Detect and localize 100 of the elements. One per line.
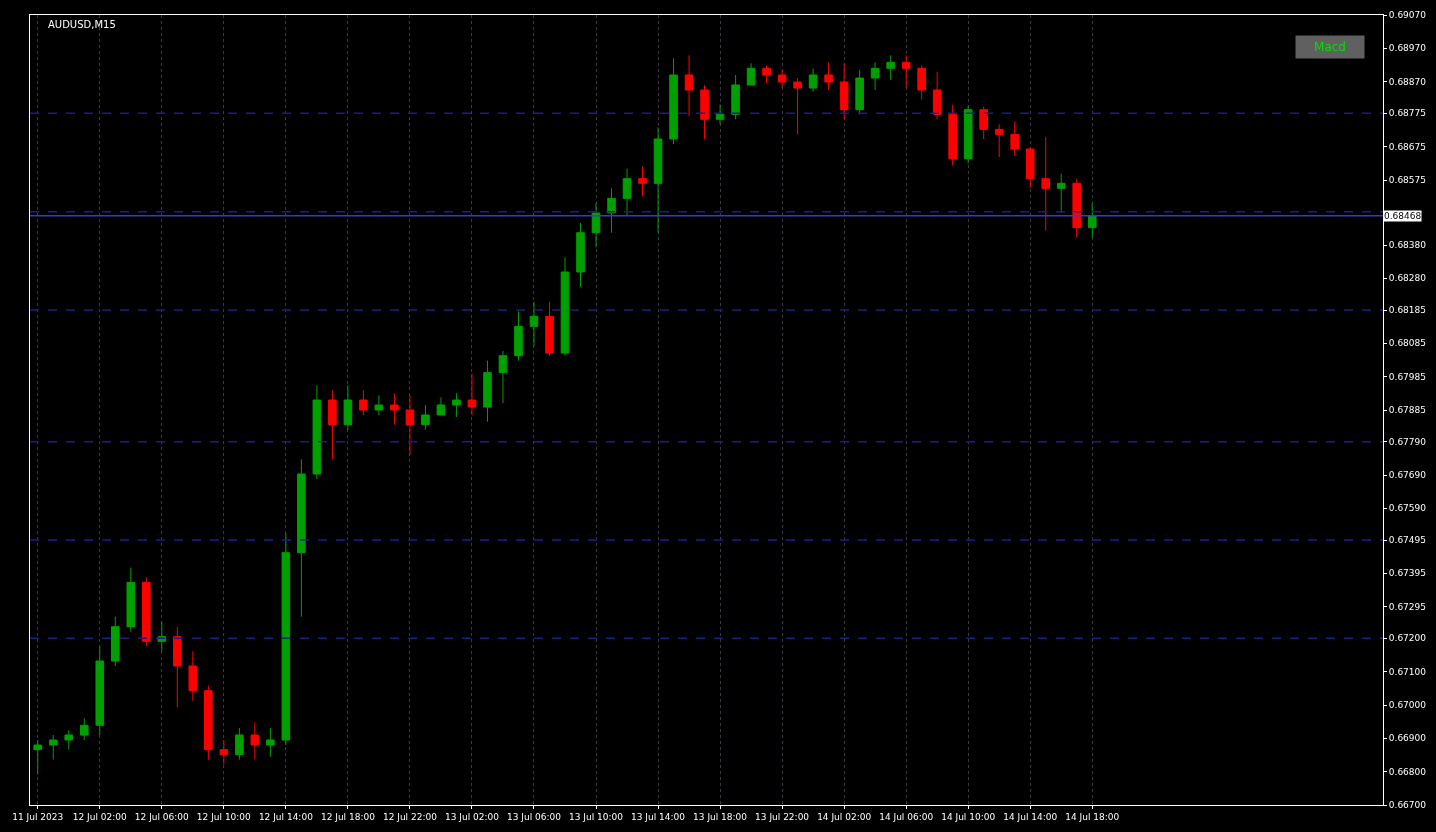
candlestick — [95, 645, 105, 736]
y-tick-label: 0.68280 — [1388, 273, 1427, 284]
candlestick — [1072, 178, 1082, 239]
candlestick — [374, 394, 384, 416]
candlestick — [421, 404, 430, 431]
candlestick — [297, 458, 306, 618]
candlestick — [33, 739, 43, 775]
candlestick — [870, 61, 880, 91]
x-tick-label: 14 Jul 18:00 — [1065, 811, 1120, 822]
candlestick — [979, 106, 988, 140]
candlestick — [576, 222, 585, 288]
y-tick-label: 0.67295 — [1388, 601, 1427, 612]
y-tick-label: 0.66900 — [1388, 733, 1427, 744]
y-tick-label: 0.68575 — [1388, 175, 1427, 186]
candlestick — [963, 105, 973, 165]
candlestick — [235, 727, 244, 761]
x-tick-label: 14 Jul 10:00 — [941, 811, 996, 822]
y-tick-label: 0.67790 — [1388, 436, 1427, 447]
candlestick — [808, 67, 818, 93]
x-tick-label: 12 Jul 18:00 — [320, 811, 376, 822]
y-tick-label: 0.68870 — [1388, 76, 1427, 87]
ref-line-label: 0.68468 — [1384, 211, 1422, 221]
candlestick — [700, 84, 709, 140]
candlestick — [793, 77, 802, 135]
candlestick — [64, 729, 74, 751]
candlestick — [1087, 202, 1097, 239]
candlestick — [901, 54, 911, 89]
candlestick — [173, 626, 182, 708]
candlestick — [1010, 120, 1019, 157]
candlestick — [281, 532, 291, 746]
candlestick — [266, 727, 275, 758]
candlestick — [560, 256, 570, 357]
candlestick — [591, 202, 601, 248]
x-tick-label: 12 Jul 22:00 — [382, 811, 438, 822]
candlestick — [653, 126, 663, 234]
y-tick-label: 0.67395 — [1388, 568, 1427, 579]
candlestick — [514, 310, 523, 362]
x-tick-label: 12 Jul 14:00 — [258, 811, 314, 822]
x-tick-label: 13 Jul 06:00 — [506, 811, 562, 822]
candlestick — [142, 576, 151, 647]
y-tick-label: 0.69070 — [1388, 10, 1427, 21]
candlestick — [204, 685, 213, 761]
candlestick — [638, 166, 647, 197]
x-tick-label: 12 Jul 06:00 — [134, 811, 190, 822]
candlestick — [436, 396, 446, 416]
candlestick — [731, 74, 740, 120]
x-tick-label: 14 Jul 06:00 — [879, 811, 934, 822]
x-tick-label: 13 Jul 02:00 — [444, 811, 500, 822]
annotation: Macd — [1314, 40, 1346, 54]
candlestick — [994, 123, 1004, 158]
y-tick-label: 0.67200 — [1388, 633, 1427, 644]
candlestick — [948, 104, 957, 167]
candlestick — [1056, 173, 1066, 214]
candlestick — [157, 621, 167, 652]
y-tick-label: 0.66700 — [1388, 800, 1427, 811]
candlestick — [126, 567, 136, 633]
y-tick-label: 0.67100 — [1388, 666, 1427, 677]
candlestick — [684, 54, 694, 117]
candlestick — [312, 384, 322, 480]
x-tick-label: 11 Jul 2023 — [12, 811, 64, 822]
candlestick — [762, 64, 771, 84]
candlestick — [390, 392, 399, 426]
y-tick-label: 0.67690 — [1388, 470, 1427, 481]
candlestick — [917, 64, 926, 101]
candlestick — [79, 717, 89, 741]
candlestick — [359, 389, 368, 416]
y-tick-label: 0.67885 — [1388, 405, 1427, 416]
candlestick — [607, 187, 616, 234]
candlestick — [1041, 136, 1051, 232]
y-tick-label: 0.68675 — [1388, 141, 1427, 152]
candlestick — [219, 739, 229, 766]
candlestick — [886, 54, 895, 81]
candlestick — [777, 69, 787, 89]
x-tick-label: 14 Jul 14:00 — [1003, 811, 1058, 822]
candlestick — [467, 373, 477, 416]
y-tick-label: 0.68775 — [1388, 108, 1427, 119]
y-tick-label: 0.68185 — [1388, 305, 1427, 316]
y-tick-label: 0.67495 — [1388, 535, 1427, 546]
candlestick — [188, 650, 198, 702]
x-tick-label: 13 Jul 10:00 — [569, 811, 624, 822]
candlestick — [250, 721, 260, 761]
candlestick — [483, 360, 492, 423]
y-tick-label: 0.67985 — [1388, 371, 1427, 382]
x-tick-label: 12 Jul 02:00 — [72, 811, 128, 822]
y-tick-label: 0.68380 — [1388, 240, 1427, 251]
candlestick — [669, 57, 678, 145]
candlestick — [452, 392, 461, 418]
y-tick-label: 0.66800 — [1388, 766, 1427, 777]
candlestick — [932, 71, 942, 120]
x-tick-label: 13 Jul 14:00 — [631, 811, 686, 822]
candlestick — [746, 62, 756, 86]
candlestick — [343, 384, 353, 431]
candlestick — [715, 104, 725, 125]
candlestick — [328, 389, 337, 460]
candlestick — [855, 69, 864, 115]
candlestick — [545, 301, 554, 357]
y-tick-label: 0.67000 — [1388, 700, 1427, 711]
x-tick-label: 13 Jul 18:00 — [693, 811, 748, 822]
candlestick — [498, 350, 508, 404]
x-tick-label: 14 Jul 02:00 — [817, 811, 872, 822]
